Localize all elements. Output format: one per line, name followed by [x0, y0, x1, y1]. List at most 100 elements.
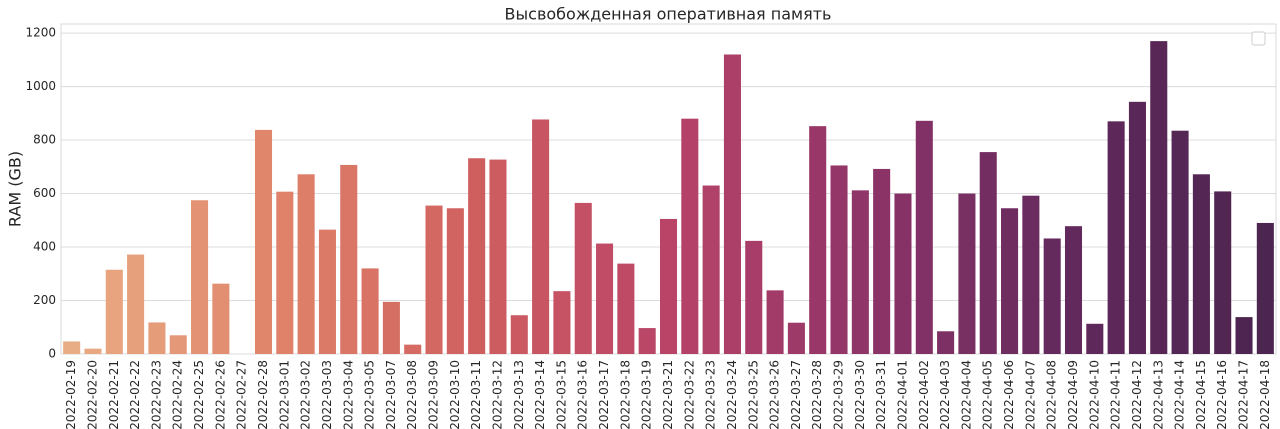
- x-tick-label: 2022-02-22: [128, 360, 142, 429]
- bar: [681, 118, 699, 354]
- bar: [191, 200, 209, 354]
- bar: [702, 185, 720, 354]
- x-tick-label: 2022-03-18: [618, 360, 632, 429]
- x-tick-label: 2022-03-16: [576, 360, 590, 429]
- x-tick-label: 2022-04-17: [1237, 360, 1251, 429]
- x-tick-label: 2022-03-13: [512, 360, 526, 429]
- bar: [1192, 174, 1210, 354]
- bar: [254, 129, 273, 354]
- x-tick-label: 2022-02-20: [85, 360, 99, 429]
- x-tick-label: 2022-02-26: [213, 360, 227, 429]
- x-tick-label: 2022-02-28: [256, 360, 270, 429]
- chart-title: Высвобожденная оперативная память: [505, 5, 832, 24]
- x-tick-label: 2022-02-25: [192, 360, 206, 429]
- x-tick-label: 2022-03-07: [384, 360, 398, 429]
- x-tick-label: 2022-02-21: [107, 360, 121, 429]
- y-tick-label: 200: [33, 293, 56, 307]
- x-tick-label: 2022-04-09: [1066, 360, 1080, 429]
- bar: [809, 126, 827, 354]
- bar: [382, 301, 400, 354]
- x-tick-label: 2022-03-02: [299, 360, 313, 429]
- x-tick-label: 2022-04-15: [1194, 360, 1208, 429]
- x-tick-label: 2022-03-27: [789, 360, 803, 429]
- bar: [446, 208, 464, 354]
- x-tick-label: 2022-03-17: [597, 360, 611, 429]
- x-tick-label: 2022-03-22: [682, 360, 696, 429]
- bar: [318, 229, 336, 354]
- bar: [745, 240, 763, 354]
- x-tick-label: 2022-02-27: [235, 360, 249, 429]
- bar: [1256, 222, 1274, 354]
- y-tick-label: 1000: [25, 79, 56, 93]
- x-tick-label: 2022-03-30: [853, 360, 867, 429]
- x-tick-label: 2022-04-16: [1215, 360, 1229, 429]
- bar: [84, 348, 102, 354]
- x-tick-label: 2022-03-08: [405, 360, 419, 429]
- bar: [894, 193, 912, 354]
- y-tick-label: 800: [33, 133, 56, 147]
- bar: [659, 218, 678, 354]
- bar: [127, 254, 145, 354]
- bar: [361, 268, 379, 354]
- bar: [1001, 208, 1019, 354]
- bar: [212, 283, 230, 354]
- bar: [1214, 191, 1232, 354]
- bar: [404, 344, 422, 354]
- bar: [851, 190, 869, 354]
- bar: [1043, 238, 1061, 354]
- bar: [958, 193, 976, 354]
- x-tick-label: 2022-03-09: [427, 360, 441, 429]
- x-tick-label: 2022-03-05: [363, 360, 377, 429]
- bar: [787, 322, 805, 354]
- x-tick-label: 2022-04-05: [981, 360, 995, 429]
- bar: [553, 291, 571, 354]
- x-tick-label: 2022-03-12: [490, 360, 504, 429]
- x-tick-label: 2022-04-07: [1023, 360, 1037, 429]
- bar: [1150, 41, 1168, 354]
- x-tick-label: 2022-03-04: [341, 360, 355, 429]
- bar: [105, 269, 123, 354]
- x-tick-label: 2022-03-24: [725, 360, 739, 429]
- x-tick-label: 2022-03-28: [810, 360, 824, 429]
- bar: [596, 243, 614, 354]
- x-tick-label: 2022-04-14: [1173, 360, 1187, 429]
- x-tick-label: 2022-04-10: [1087, 360, 1101, 429]
- bar: [276, 191, 294, 354]
- x-tick-label: 2022-03-03: [320, 360, 334, 429]
- bar: [1171, 130, 1189, 354]
- x-tick-label: 2022-04-02: [917, 360, 931, 429]
- x-tick-label: 2022-04-18: [1258, 360, 1272, 429]
- bar: [425, 205, 443, 354]
- y-tick-label: 0: [48, 347, 56, 361]
- bar: [63, 341, 81, 354]
- x-tick-label: 2022-02-24: [171, 360, 185, 429]
- bar: [1086, 323, 1104, 354]
- y-tick-label: 400: [33, 240, 56, 254]
- x-tick-label: 2022-04-01: [895, 360, 909, 429]
- bar: [1107, 121, 1125, 354]
- x-tick-label: 2022-02-23: [149, 360, 163, 429]
- y-tick-label: 600: [33, 186, 56, 200]
- bar: [340, 164, 358, 354]
- bar: [468, 158, 486, 354]
- x-tick-label: 2022-03-23: [704, 360, 718, 429]
- bar: [532, 119, 550, 354]
- bar: [766, 290, 784, 354]
- x-tick-label: 2022-03-11: [469, 360, 483, 429]
- legend-box: [1251, 31, 1266, 46]
- bar: [937, 331, 955, 354]
- x-tick-label: 2022-04-13: [1151, 360, 1165, 429]
- x-tick-label: 2022-03-29: [832, 360, 846, 429]
- x-tick-label: 2022-02-19: [64, 360, 78, 429]
- bar: [723, 54, 741, 354]
- x-tick-label: 2022-04-08: [1045, 360, 1059, 429]
- x-tick-label: 2022-04-06: [1002, 360, 1016, 429]
- x-tick-label: 2022-04-03: [938, 360, 952, 429]
- bar: [1064, 226, 1083, 354]
- bar: [638, 328, 656, 354]
- x-tick-label: 2022-04-04: [959, 360, 973, 429]
- bar: [169, 335, 187, 354]
- x-tick-label: 2022-04-12: [1130, 360, 1144, 429]
- x-tick-label: 2022-03-14: [533, 360, 547, 429]
